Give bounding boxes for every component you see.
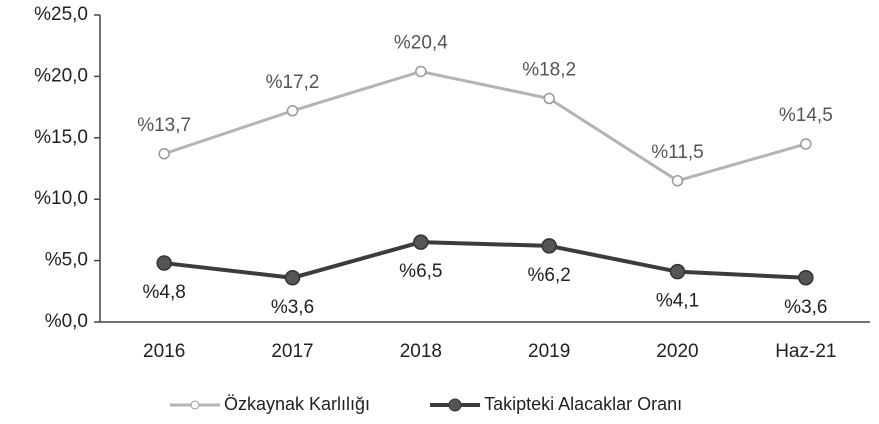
- data-label: %17,2: [266, 72, 320, 93]
- data-label: %4,8: [143, 282, 186, 303]
- data-label: %13,7: [137, 115, 191, 136]
- legend-label: Takipteki Alacaklar Oranı: [484, 394, 682, 414]
- x-tick-label: 2020: [656, 341, 698, 362]
- y-tick-label: %15,0: [34, 127, 88, 148]
- point: [413, 234, 429, 250]
- point: [543, 92, 555, 105]
- legend-marker: [448, 398, 462, 412]
- x-tick-label: Haz-21: [775, 341, 836, 362]
- data-label: %20,4: [394, 33, 448, 54]
- y-tick-label: %0,0: [45, 311, 88, 332]
- point: [284, 270, 301, 286]
- x-tick-label: 2017: [271, 341, 313, 362]
- point: [158, 148, 170, 160]
- series-line: [163, 240, 806, 280]
- x-tick-label: 2019: [528, 341, 570, 362]
- point: [669, 263, 686, 280]
- x-tick-label: 2016: [143, 341, 185, 362]
- data-label: %4,1: [656, 291, 699, 312]
- y-tick-label: %10,0: [34, 188, 88, 209]
- data-label: %6,2: [528, 265, 571, 286]
- point: [800, 138, 812, 150]
- data-label: %3,6: [784, 297, 827, 318]
- data-label: %18,2: [522, 60, 576, 81]
- point: [798, 270, 814, 286]
- legend-marker: [190, 400, 200, 410]
- point: [541, 238, 557, 254]
- point: [156, 255, 172, 271]
- y-tick-label: %25,0: [34, 4, 88, 25]
- data-label: %11,5: [651, 142, 703, 163]
- data-label: %3,6: [271, 297, 314, 318]
- point: [671, 175, 684, 187]
- data-label: %14,5: [779, 105, 833, 126]
- x-tick-label: 2018: [400, 341, 442, 362]
- point: [286, 105, 299, 117]
- y-tick-label: %20,0: [34, 65, 88, 86]
- legend-label: Özkaynak Karlılığı: [224, 394, 370, 414]
- data-label: %6,5: [399, 261, 442, 282]
- y-tick-label: %5,0: [45, 250, 88, 271]
- series-line: [163, 69, 807, 183]
- point: [415, 65, 427, 78]
